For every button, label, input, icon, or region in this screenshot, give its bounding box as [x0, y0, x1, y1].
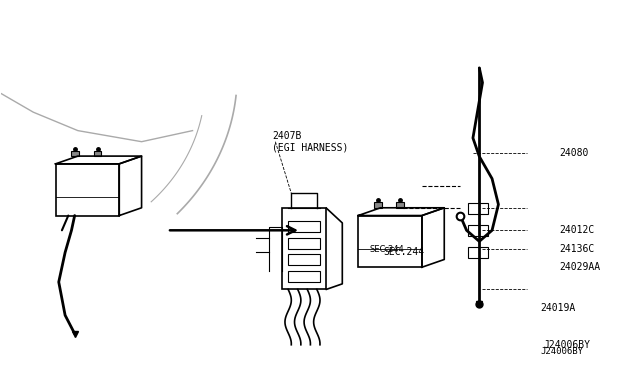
Text: 2407B
(EGI HARNESS): 2407B (EGI HARNESS) [272, 131, 349, 153]
Text: 24029AA: 24029AA [559, 262, 600, 272]
Polygon shape [72, 151, 79, 156]
Text: 24012C: 24012C [559, 225, 594, 235]
Text: SEC.244: SEC.244 [369, 246, 404, 254]
Text: J24006BY: J24006BY [543, 340, 590, 350]
Text: 24019A: 24019A [540, 303, 575, 313]
Text: J24006BY: J24006BY [541, 347, 584, 356]
Text: 24136C: 24136C [559, 244, 594, 254]
Text: SEC.244: SEC.244 [384, 247, 425, 257]
Text: 24080: 24080 [559, 148, 588, 158]
Polygon shape [374, 202, 382, 208]
Polygon shape [396, 202, 404, 208]
Polygon shape [94, 151, 101, 156]
